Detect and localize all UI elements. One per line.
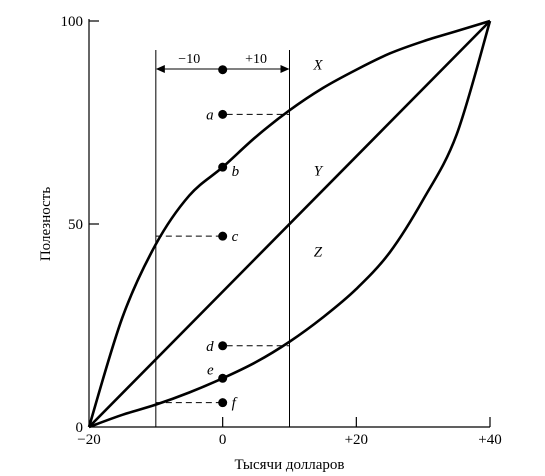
range-label-left: −10: [178, 52, 200, 67]
marker-point: [218, 398, 228, 408]
y-tick-label: 50: [68, 217, 83, 233]
marker-label-c: c: [232, 229, 239, 245]
x-tick-label: −20: [77, 432, 100, 448]
series-X-line: [87, 19, 491, 428]
x-tick-label: +20: [345, 432, 368, 448]
arrowhead-right: [280, 65, 290, 73]
marker-point: [218, 162, 228, 172]
series-group: X Y Z: [87, 19, 492, 429]
y-tick-label: 100: [61, 14, 84, 30]
x-tick-label: +40: [478, 432, 501, 448]
marker-point: [218, 65, 228, 75]
marker-point: [218, 341, 228, 351]
reference-lines: −10 +10: [155, 50, 290, 427]
marker-point: [218, 373, 228, 383]
marker-label-f: f: [232, 396, 238, 412]
series-Z-label: Z: [314, 244, 323, 260]
series-X-label: X: [312, 58, 323, 74]
x-tick-label: 0: [219, 432, 227, 448]
marker-label-d: d: [206, 339, 214, 355]
series-Y-label: Y: [314, 163, 324, 179]
markers-group: a b c de f: [155, 65, 290, 412]
marker-point: [218, 231, 228, 241]
marker-label-e: e: [207, 362, 214, 378]
series-Z-line: [88, 20, 492, 429]
marker-label-a: a: [206, 107, 214, 123]
marker-label-b: b: [232, 164, 240, 180]
y-axis-title: Полезность: [38, 187, 54, 262]
x-axis-title: Тысячи долларов: [234, 457, 344, 473]
range-label-right: +10: [245, 52, 267, 67]
series-Y-line: [88, 20, 491, 428]
marker-point: [218, 109, 228, 119]
y-tick-label: 0: [76, 420, 84, 436]
arrowhead-left: [155, 65, 165, 73]
